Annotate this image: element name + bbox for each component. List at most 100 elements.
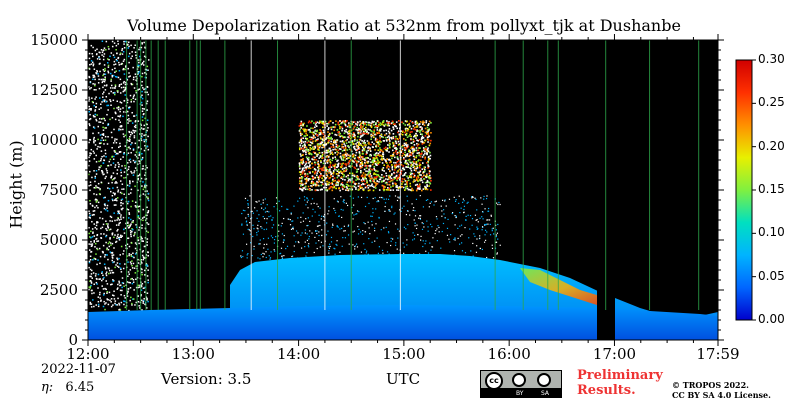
cirrus-pixel (396, 186, 398, 189)
x-tick-label: 13:00 (171, 345, 215, 363)
speckle-pixel (440, 247, 442, 249)
noise-pixel (123, 300, 125, 302)
cirrus-pixel (299, 122, 302, 125)
noise-pixel (145, 217, 148, 220)
noise-pixel (95, 72, 97, 74)
speckle-pixel (452, 212, 454, 214)
speckle-pixel (249, 242, 252, 244)
noise-pixel (128, 137, 131, 140)
cirrus-pixel (318, 171, 321, 174)
noise-pixel (110, 84, 113, 87)
cirrus-pixel (364, 186, 367, 189)
noise-pixel (111, 194, 114, 197)
noise-pixel (137, 236, 139, 239)
cirrus-pixel (345, 142, 348, 144)
cirrus-pixel (381, 169, 384, 172)
cirrus-pixel (316, 172, 318, 174)
noise-pixel (123, 228, 125, 231)
noise-pixel (137, 59, 139, 61)
cirrus-pixel (332, 139, 335, 142)
noise-pixel (123, 40, 125, 43)
cirrus-pixel (338, 123, 340, 126)
cirrus-pixel (429, 154, 432, 157)
cirrus-pixel (340, 157, 343, 159)
cirrus-pixel (392, 126, 395, 129)
noise-pixel (122, 156, 124, 158)
noise-pixel (147, 69, 149, 71)
noise-pixel (119, 142, 121, 145)
speckle-pixel (482, 211, 484, 213)
speckle-pixel (352, 218, 354, 220)
speckle-pixel (268, 255, 270, 257)
cirrus-pixel (317, 189, 319, 192)
noise-pixel (135, 57, 138, 59)
cirrus-pixel (326, 169, 329, 172)
cirrus-pixel (421, 150, 423, 153)
cirrus-pixel (361, 156, 364, 159)
cirrus-pixel (309, 152, 312, 155)
noise-pixel (134, 44, 136, 47)
noise-pixel (135, 301, 138, 304)
noise-pixel (142, 208, 144, 211)
cirrus-pixel (331, 153, 334, 156)
cirrus-pixel (417, 159, 420, 161)
cirrus-pixel (329, 166, 332, 168)
speckle-pixel (306, 197, 308, 199)
speckle-pixel (309, 230, 311, 232)
noise-pixel (144, 91, 147, 93)
speckle-pixel (379, 196, 381, 199)
noise-pixel (130, 188, 133, 191)
noise-pixel (114, 118, 117, 121)
cirrus-pixel (362, 131, 365, 133)
cirrus-pixel (333, 129, 335, 132)
cirrus-pixel (341, 154, 344, 156)
heatmap-area (88, 40, 718, 340)
cirrus-pixel (309, 130, 312, 133)
speckle-pixel (419, 218, 422, 220)
cirrus-pixel (369, 173, 372, 175)
cirrus-pixel (405, 142, 408, 144)
noise-pixel (113, 294, 115, 297)
noise-pixel (128, 107, 130, 110)
cirrus-pixel (305, 151, 307, 153)
cirrus-pixel (319, 145, 321, 148)
cirrus-pixel (304, 163, 307, 166)
noise-pixel (126, 281, 129, 283)
noise-pixel (89, 181, 92, 183)
noise-pixel (128, 185, 131, 187)
speckle-pixel (258, 243, 260, 245)
noise-pixel (117, 287, 119, 289)
cirrus-pixel (348, 148, 351, 150)
noise-pixel (144, 190, 147, 193)
cirrus-pixel (306, 165, 308, 168)
noise-pixel (140, 285, 143, 287)
cirrus-pixel (382, 150, 384, 153)
cirrus-pixel (306, 173, 309, 175)
speckle-pixel (318, 214, 320, 216)
cirrus-pixel (298, 182, 301, 185)
noise-pixel (146, 206, 148, 209)
speckle-pixel (262, 256, 264, 258)
noise-pixel (122, 107, 124, 109)
cirrus-pixel (373, 159, 376, 162)
speckle-pixel (441, 215, 443, 217)
speckle-pixel (256, 201, 258, 203)
cirrus-pixel (415, 137, 417, 139)
noise-pixel (124, 167, 127, 169)
noise-pixel (140, 159, 142, 161)
speckle-pixel (484, 239, 487, 241)
speckle-pixel (442, 222, 445, 225)
cirrus-pixel (330, 149, 332, 152)
noise-pixel (131, 132, 134, 135)
speckle-pixel (260, 203, 262, 205)
noise-pixel (134, 51, 137, 53)
cirrus-pixel (338, 180, 340, 182)
noise-pixel (88, 260, 91, 263)
noise-pixel (102, 55, 105, 58)
cirrus-pixel (405, 143, 407, 146)
noise-pixel (118, 64, 121, 66)
speckle-pixel (495, 234, 498, 236)
cirrus-pixel (352, 121, 355, 123)
noise-pixel (117, 297, 119, 300)
cirrus-pixel (386, 147, 389, 150)
